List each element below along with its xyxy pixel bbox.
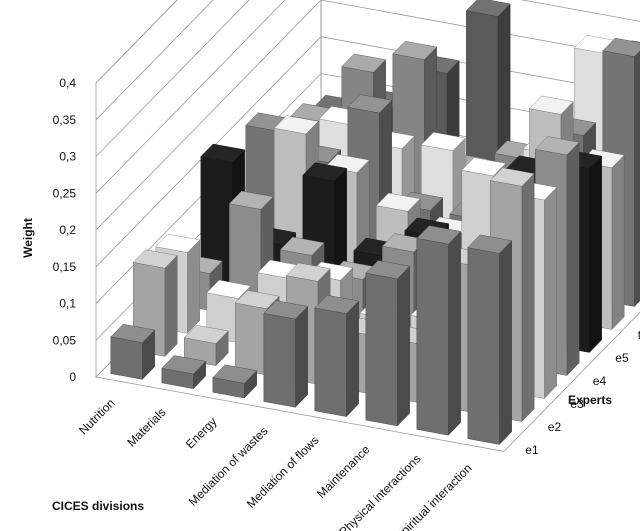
bar-top	[228, 190, 274, 210]
z-tick-label: e2	[548, 420, 562, 434]
bar-top	[602, 37, 640, 57]
y-tick-label: 0,35	[53, 113, 77, 127]
y-tick-label: 0,4	[59, 76, 76, 90]
y-tick-label: 0,05	[53, 333, 77, 347]
bar	[416, 225, 462, 436]
y-tick-label: 0,15	[53, 260, 77, 274]
bar-top	[365, 260, 411, 280]
bar-side	[521, 173, 535, 422]
bar	[263, 300, 309, 408]
bar-top	[392, 40, 438, 60]
bar-side	[634, 50, 640, 307]
y-tick-label: 0,2	[59, 223, 76, 237]
bar-side	[397, 265, 410, 427]
bar-top	[341, 53, 387, 73]
bar-top	[302, 162, 348, 182]
y-tick-label: 0,25	[53, 186, 77, 200]
gridline	[95, 0, 250, 157]
bar-front	[416, 238, 449, 436]
bar-top	[273, 115, 319, 135]
bar-top	[467, 234, 513, 254]
bar-top	[110, 323, 156, 343]
bar-side	[346, 300, 359, 418]
bar-top	[206, 279, 252, 299]
bar-top	[234, 290, 280, 310]
bar	[161, 355, 207, 390]
z-axis-title: Experts	[568, 393, 612, 407]
bar	[110, 323, 156, 380]
x-tick-label: Energy	[183, 415, 220, 452]
bar-top	[528, 95, 574, 115]
z-tick-label: e5	[615, 351, 629, 365]
y-tick-label: 0,1	[59, 297, 76, 311]
bar	[467, 234, 513, 445]
bar-top	[347, 94, 393, 114]
bar-top	[279, 236, 325, 256]
bar-side	[164, 255, 178, 357]
x-tick-label: Maintenance	[314, 442, 373, 501]
x-axis-title: CICES divisions	[52, 499, 144, 513]
bar-top	[212, 364, 258, 384]
gridline	[95, 0, 640, 194]
bar	[212, 364, 258, 399]
bar-top	[200, 143, 246, 163]
bar-top	[375, 192, 421, 212]
bar-side	[566, 141, 580, 376]
bar-top	[314, 294, 360, 314]
bar-front	[263, 313, 296, 408]
bar-front	[314, 307, 347, 417]
z-tick-label: e4	[593, 374, 607, 388]
bar-front	[110, 336, 143, 380]
gridline	[95, 0, 178, 84]
bar-side	[611, 154, 625, 330]
bar-top	[263, 300, 309, 320]
z-tick-label: e1	[525, 443, 539, 457]
bar-front	[235, 302, 268, 376]
z-tick-label: t1	[638, 328, 640, 342]
bar-top	[132, 249, 178, 269]
bar-top	[461, 157, 507, 177]
bar-top	[155, 233, 201, 253]
bar-top	[465, 0, 511, 17]
x-tick-label: Materials	[124, 405, 168, 449]
bar	[365, 260, 411, 427]
bar-side	[544, 186, 557, 399]
y-tick-label: 0,3	[59, 150, 76, 164]
bar-top	[285, 262, 331, 282]
bar-top	[489, 167, 535, 187]
y-tick-label: 0	[69, 370, 76, 384]
z-axis-ticks: e1e2e3e4e5t1t2t3t4t5	[525, 328, 640, 457]
bar-side	[295, 305, 308, 408]
x-tick-label: Nutrition	[76, 396, 117, 437]
bar-top	[534, 136, 580, 156]
y-axis-ticks: 0 0,05 0,1 0,15 0,2 0,25 0,3 0,35 0,4	[53, 76, 77, 384]
chart-bars	[110, 0, 640, 445]
bar-top	[420, 132, 466, 151]
z-tick-label: e3	[570, 397, 584, 411]
y-axis-title: Weight	[21, 218, 35, 258]
bar	[314, 294, 360, 418]
bar-front	[467, 247, 500, 445]
bar-side	[448, 230, 461, 436]
gridline	[95, 0, 214, 121]
bar-front	[365, 272, 398, 427]
bar-top	[416, 225, 462, 245]
bar-side	[499, 240, 512, 445]
bar-top	[161, 355, 207, 375]
bar-top	[183, 324, 229, 344]
bar-side	[187, 239, 200, 334]
bar-side	[589, 155, 602, 353]
